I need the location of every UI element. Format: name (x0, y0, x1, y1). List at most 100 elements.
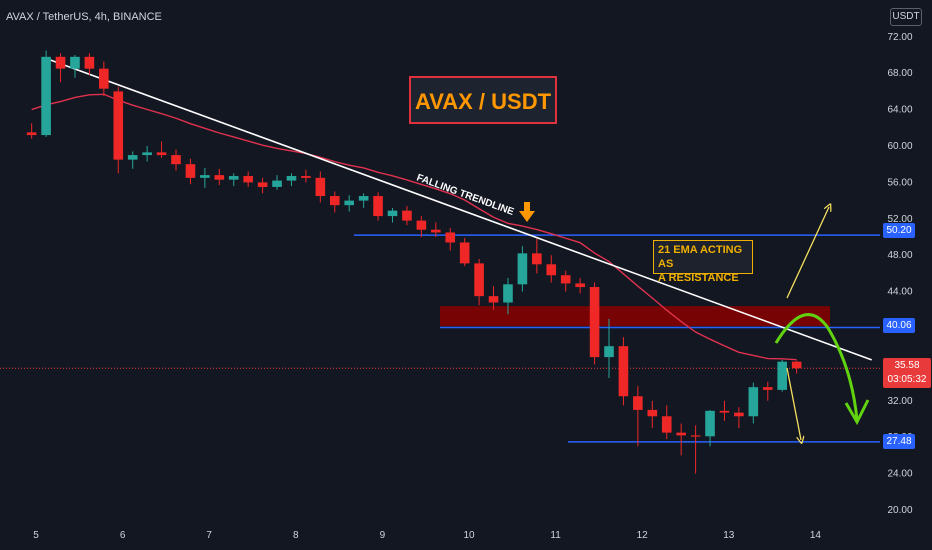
falling-trendline (48, 58, 872, 361)
candle-body (503, 284, 513, 303)
ema-21-line (31, 93, 797, 361)
candle-body (705, 410, 715, 437)
y-tick-label: 68.00 (887, 68, 912, 79)
candle-body (315, 177, 326, 197)
countdown: 03:05:32 (887, 374, 927, 385)
bear-scenario-arrow (786, 367, 801, 440)
candle-body (387, 210, 398, 217)
candle-body (84, 56, 95, 69)
y-tick-label: 20.00 (887, 505, 912, 516)
y-tick-label: 52.00 (887, 214, 912, 225)
x-tick-label: 8 (293, 530, 299, 541)
candle-body (445, 232, 456, 243)
candle-body (272, 180, 282, 187)
candle-body (41, 56, 51, 136)
candle-body (402, 210, 412, 221)
bull-scenario-arrow (786, 207, 829, 299)
candle-body (171, 155, 181, 165)
candle-body (301, 176, 311, 178)
orange-arrow-head (519, 211, 535, 222)
y-tick-label: 56.00 (887, 177, 912, 188)
candle-body (142, 152, 152, 156)
candle-body (373, 196, 383, 217)
candle-body (777, 361, 788, 390)
x-axis: 5 6 7 8 9 10 11 12 13 14 (33, 530, 821, 541)
drawings (519, 202, 870, 440)
candle-body (575, 283, 585, 288)
candle-body (26, 132, 37, 136)
candle-body (416, 220, 427, 230)
candle-body (604, 346, 614, 358)
ema-note-line2: A RESISTANCE (658, 272, 739, 284)
candle-body (99, 68, 109, 89)
ema-note-line1: 21 EMA ACTING AS (658, 244, 743, 270)
candle-body (676, 432, 686, 436)
x-tick-label: 7 (206, 530, 212, 541)
y-tick-label: 32.00 (887, 396, 912, 407)
candle-body (791, 361, 802, 369)
y-tick-label: 24.00 (887, 469, 912, 480)
candle-body (762, 387, 773, 390)
y-tick-label: 44.00 (887, 287, 912, 298)
symbol-header: AVAX / TetherUS, 4h, BINANCE (6, 11, 162, 23)
candle-body (185, 164, 196, 178)
candle-body (532, 253, 542, 265)
orange-arrow-shaft (524, 202, 530, 211)
unit-button[interactable]: USDT (890, 8, 922, 26)
last-price-tag: 35.58 03:05:32 (883, 358, 931, 388)
candle-body (200, 175, 210, 178)
projection-arrow-head (844, 399, 870, 426)
candle-body (690, 435, 701, 437)
y-tick-label: 60.00 (887, 141, 912, 152)
resistance-zone (440, 306, 830, 327)
candle-body (589, 287, 600, 358)
candle-body (127, 155, 138, 160)
trendline (48, 58, 872, 361)
candle-body (286, 176, 297, 181)
candle-body (661, 416, 672, 433)
candle-body (647, 409, 658, 417)
y-tick-label: 48.00 (887, 250, 912, 261)
candle-body (488, 296, 499, 303)
candle-body (560, 275, 571, 284)
candle-body (748, 387, 759, 417)
candle-body (257, 182, 268, 187)
x-tick-label: 5 (33, 530, 39, 541)
candles (26, 50, 802, 474)
candle-body (156, 152, 167, 156)
price-tag-mid: 40.06 (883, 318, 915, 333)
candle-body (517, 253, 528, 285)
price-tag-low: 27.48 (883, 434, 915, 449)
ema-line (31, 93, 797, 361)
resistance-zone-rect (440, 306, 830, 327)
candle-body (55, 56, 66, 69)
candle-body (618, 346, 629, 397)
candle-body (228, 176, 239, 180)
candle-body (329, 196, 340, 206)
x-tick-label: 13 (723, 530, 735, 541)
y-tick-label: 72.00 (887, 32, 912, 43)
x-tick-label: 6 (120, 530, 126, 541)
ema-note: 21 EMA ACTING AS A RESISTANCE (653, 240, 753, 284)
candle-body (344, 200, 355, 206)
last-price: 35.58 (894, 360, 920, 371)
candle-body (734, 412, 744, 417)
x-tick-label: 10 (463, 530, 475, 541)
candle-body (358, 196, 369, 201)
candle-body (633, 396, 643, 410)
x-tick-label: 14 (810, 530, 822, 541)
price-tag-high: 50.20 (883, 223, 915, 238)
candle-body (431, 229, 441, 233)
candle-body (70, 56, 80, 69)
chart-title-box: AVAX / USDT (409, 76, 557, 124)
candle-body (546, 264, 557, 276)
candle-body (719, 410, 730, 413)
candle-body (214, 175, 225, 180)
x-tick-label: 12 (637, 530, 649, 541)
y-tick-label: 64.00 (887, 105, 912, 116)
candle-body (459, 242, 470, 264)
candle-body (474, 263, 484, 297)
x-tick-label: 11 (550, 530, 561, 541)
x-tick-label: 9 (380, 530, 386, 541)
